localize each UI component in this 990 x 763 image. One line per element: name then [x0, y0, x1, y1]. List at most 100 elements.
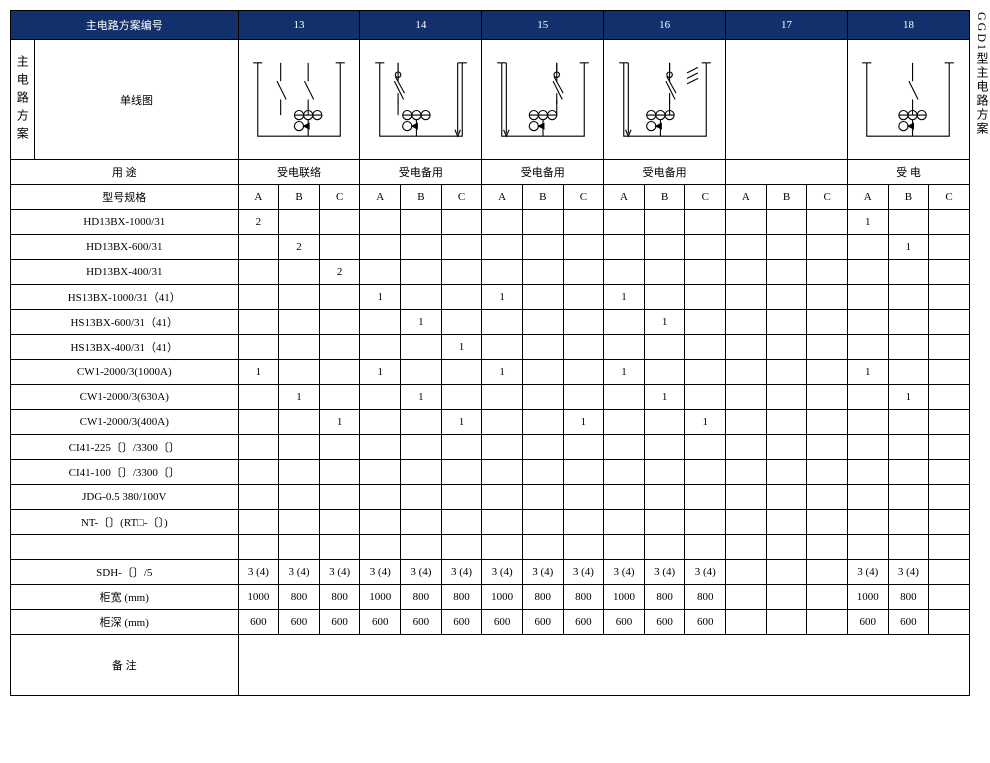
spec-cell [929, 460, 970, 485]
spec-cell [319, 235, 360, 260]
header-title: 主电路方案编号 [11, 11, 239, 40]
spec-cell [766, 535, 807, 560]
spec-cell [401, 410, 442, 435]
spec-cell [319, 535, 360, 560]
spec-cell [685, 360, 726, 385]
spec-cell [482, 410, 523, 435]
spec-cell: 800 [644, 585, 685, 610]
spec-cell [807, 260, 848, 285]
side-title: GGD1型主电路方案 [974, 12, 990, 136]
spec-cell [807, 335, 848, 360]
spec-cell [644, 485, 685, 510]
spec-cell [563, 535, 604, 560]
spec-cell [929, 310, 970, 335]
spec-cell: 1 [360, 360, 401, 385]
diagram-17 [726, 40, 848, 160]
spec-cell [726, 585, 767, 610]
spec-cell [726, 385, 767, 410]
spec-cell [482, 210, 523, 235]
spec-cell: 3 (4) [847, 560, 888, 585]
abc-cell: B [644, 185, 685, 210]
spec-cell [847, 410, 888, 435]
spec-cell [726, 310, 767, 335]
spec-cell [482, 335, 523, 360]
abc-cell: B [766, 185, 807, 210]
spec-row-label [11, 535, 239, 560]
usage-18: 受 电 [847, 160, 969, 185]
spec-cell [726, 535, 767, 560]
diagram-label: 单线图 [35, 40, 238, 160]
spec-cell [279, 435, 320, 460]
spec-cell: 1 [482, 360, 523, 385]
spec-cell [847, 510, 888, 535]
spec-cell: 600 [888, 610, 929, 635]
spec-cell [238, 535, 279, 560]
spec-cell [563, 210, 604, 235]
spec-cell: 800 [319, 585, 360, 610]
spec-cell [238, 335, 279, 360]
spec-cell [522, 335, 563, 360]
spec-cell [604, 460, 645, 485]
scheme-17: 17 [726, 11, 848, 40]
table-row: HD13BX-1000/3121 [11, 210, 970, 235]
spec-cell [807, 310, 848, 335]
spec-cell [360, 235, 401, 260]
abc-row: 型号规格 A B C A B C A B C A B C A B C A B C [11, 185, 970, 210]
notes-label: 备 注 [11, 635, 239, 696]
spec-cell [888, 510, 929, 535]
spec-cell [604, 510, 645, 535]
spec-cell: 600 [604, 610, 645, 635]
spec-cell [360, 510, 401, 535]
spec-cell: 1 [888, 385, 929, 410]
spec-cell: 1 [441, 335, 482, 360]
spec-cell [929, 585, 970, 610]
spec-cell: 3 (4) [685, 560, 726, 585]
table-row: 柜宽 (mm)100080080010008008001000800800100… [11, 585, 970, 610]
spec-cell: 1 [401, 310, 442, 335]
spec-cell [685, 285, 726, 310]
spec-cell [847, 335, 888, 360]
spec-cell [604, 435, 645, 460]
spec-cell: 600 [563, 610, 604, 635]
spec-cell [644, 235, 685, 260]
abc-cell: A [482, 185, 523, 210]
spec-cell [563, 460, 604, 485]
spec-cell [726, 510, 767, 535]
spec-cell [360, 460, 401, 485]
diagram-14 [360, 40, 482, 160]
spec-cell: 3 (4) [238, 560, 279, 585]
spec-row-label: CW1-2000/3(1000A) [11, 360, 239, 385]
spec-cell [685, 385, 726, 410]
spec-cell [604, 535, 645, 560]
spec-cell [482, 310, 523, 335]
spec-cell [563, 260, 604, 285]
spec-cell [401, 360, 442, 385]
spec-cell [482, 510, 523, 535]
table-row: JDG-0.5 380/100V [11, 485, 970, 510]
spec-cell [604, 410, 645, 435]
spec-cell [929, 535, 970, 560]
spec-cell [888, 460, 929, 485]
spec-cell [604, 485, 645, 510]
spec-cell [726, 235, 767, 260]
abc-cell: A [726, 185, 767, 210]
spec-cell [726, 335, 767, 360]
abc-cell: C [807, 185, 848, 210]
spec-cell: 1000 [604, 585, 645, 610]
spec-cell: 600 [644, 610, 685, 635]
spec-cell [279, 535, 320, 560]
spec-cell: 1 [644, 310, 685, 335]
spec-cell [238, 435, 279, 460]
scheme-15: 15 [482, 11, 604, 40]
abc-cell: A [847, 185, 888, 210]
usage-16: 受电备用 [604, 160, 726, 185]
spec-cell: 600 [360, 610, 401, 635]
spec-cell [522, 435, 563, 460]
spec-cell [441, 535, 482, 560]
abc-cell: B [401, 185, 442, 210]
spec-row-label: HS13BX-600/31（41） [11, 310, 239, 335]
spec-cell: 2 [279, 235, 320, 260]
spec-cell [726, 460, 767, 485]
spec-cell [766, 235, 807, 260]
spec-cell [766, 560, 807, 585]
